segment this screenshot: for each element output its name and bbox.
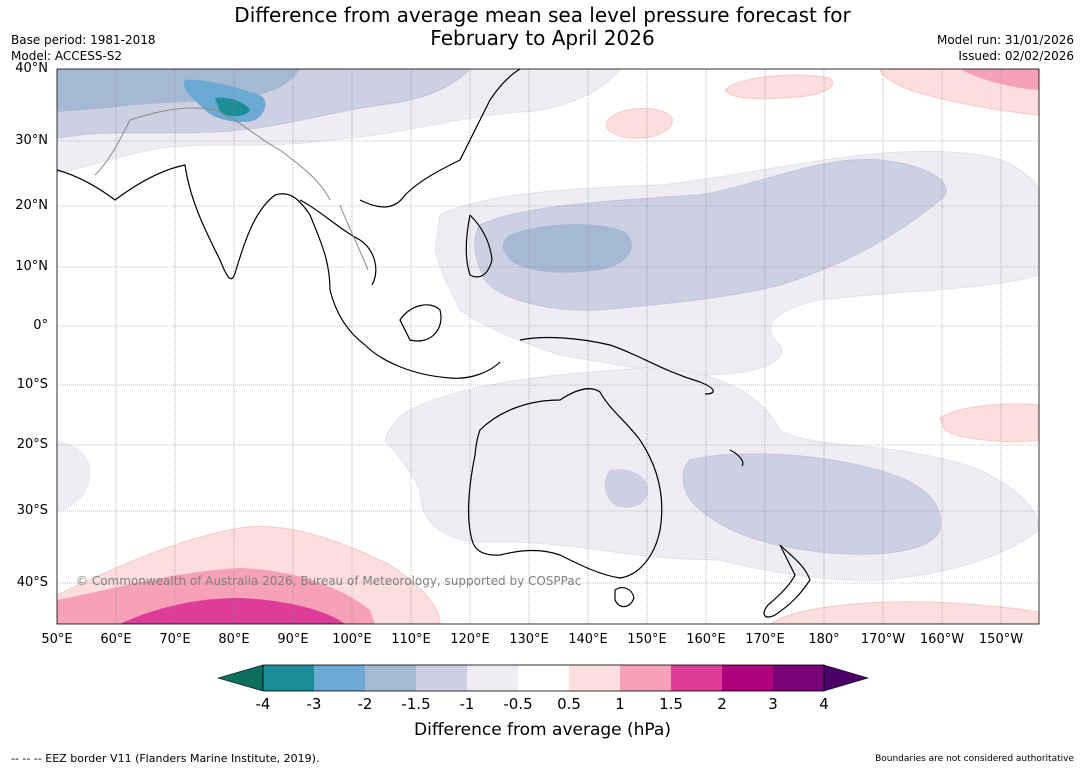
lat-label: 10°N <box>15 259 48 274</box>
colorbar-swatch <box>365 665 416 691</box>
colorbar-tick: -2 <box>357 695 373 713</box>
copyright-notice: © Commonwealth of Australia 2026, Bureau… <box>76 574 582 588</box>
colorbar-tick: 1.5 <box>659 695 683 713</box>
issued-date: Issued: 02/02/2026 <box>958 49 1074 63</box>
map-title: Difference from average mean sea level p… <box>0 4 1085 50</box>
colorbar-frame <box>262 664 825 692</box>
anomaly-australia-negative <box>57 367 1039 581</box>
lon-label: 70°E <box>159 632 191 647</box>
colorbar-swatch <box>620 665 671 691</box>
lon-label: 90°E <box>277 632 309 647</box>
title-line-1: Difference from average mean sea level p… <box>234 3 851 27</box>
anomaly-asia-negative <box>57 69 621 173</box>
lat-label: 20°N <box>15 198 48 213</box>
colorbar <box>216 664 870 692</box>
lat-label: 30°S <box>16 503 48 518</box>
map-frame <box>56 68 1040 625</box>
colorbar-tick: -4 <box>255 695 271 713</box>
eez-note: -- -- -- EEZ border V11 (Flanders Marine… <box>11 752 320 765</box>
colorbar-swatch <box>416 665 467 691</box>
lon-label: 160°W <box>919 632 965 647</box>
colorbar-tick: -0.5 <box>503 695 533 713</box>
map-area <box>57 69 1039 624</box>
lon-label: 150°W <box>978 632 1024 647</box>
boundary-disclaimer: Boundaries are not considered authoritat… <box>875 754 1074 764</box>
lon-label: 110°E <box>391 632 431 647</box>
coast-south-asia <box>57 164 366 346</box>
lon-label: 80°E <box>218 632 250 647</box>
coast-new-guinea <box>519 336 714 395</box>
colorbar-tick: -1.5 <box>401 695 431 713</box>
colorbar-swatch <box>569 665 620 691</box>
coast-philippines <box>465 214 493 278</box>
lon-label: 60°E <box>100 632 132 647</box>
lat-label: 40°S <box>16 575 48 590</box>
lon-label: 160°E <box>686 632 726 647</box>
lat-label: 10°S <box>16 377 48 392</box>
colorbar-swatch <box>518 665 569 691</box>
coast-east-asia <box>299 69 521 286</box>
colorbar-tick: 4 <box>819 695 829 713</box>
colorbar-tick: -1 <box>459 695 475 713</box>
lon-label: 180° <box>808 632 840 647</box>
lon-label: 140°E <box>568 632 608 647</box>
model-name: Model: ACCESS-S2 <box>11 49 123 63</box>
colorbar-swatch <box>773 665 824 691</box>
colorbar-swatch <box>671 665 722 691</box>
lon-label: 130°E <box>509 632 549 647</box>
anomaly-pacific-negative <box>434 150 1039 376</box>
base-period: Base period: 1981-2018 <box>11 33 156 47</box>
model-run: Model run: 31/01/2026 <box>936 33 1074 47</box>
coast-tasmania <box>614 587 635 608</box>
colorbar-max-arrow <box>823 664 870 692</box>
colorbar-swatch <box>722 665 773 691</box>
lon-label: 170°W <box>860 632 906 647</box>
meta-right: Model run: 31/01/2026 Issued: 02/02/2026 <box>937 32 1074 64</box>
colorbar-swatch <box>467 665 518 691</box>
lat-label: 30°N <box>15 133 48 148</box>
lon-label: 100°E <box>332 632 372 647</box>
colorbar-tick: 0.5 <box>557 695 581 713</box>
lon-label: 150°E <box>627 632 667 647</box>
coastlines <box>57 69 811 618</box>
colorbar-label: Difference from average (hPa) <box>414 720 671 740</box>
coast-new-zealand <box>763 544 811 618</box>
coast-new-caledonia <box>729 449 744 467</box>
meta-left: Base period: 1981-2018 Model: ACCESS-S2 <box>11 32 156 64</box>
lat-label: 20°S <box>16 437 48 452</box>
lon-label: 50°E <box>41 632 73 647</box>
colorbar-min-arrow <box>216 664 264 692</box>
colorbar-tick: 1 <box>615 695 625 713</box>
lat-label: 40°N <box>15 61 48 76</box>
coast-australia <box>467 388 663 579</box>
anomaly-positive <box>57 69 1039 624</box>
colorbar-tick: -3 <box>306 695 322 713</box>
colorbar-swatch <box>263 665 314 691</box>
lon-label: 170°E <box>745 632 785 647</box>
coast-indonesia <box>364 304 501 379</box>
country-borders <box>94 107 369 271</box>
colorbar-tick: 2 <box>717 695 727 713</box>
lat-label: 0° <box>33 318 48 333</box>
colorbar-tick: 3 <box>768 695 778 713</box>
lon-label: 120°E <box>450 632 490 647</box>
title-line-2: February to April 2026 <box>430 26 655 50</box>
colorbar-swatch <box>314 665 365 691</box>
